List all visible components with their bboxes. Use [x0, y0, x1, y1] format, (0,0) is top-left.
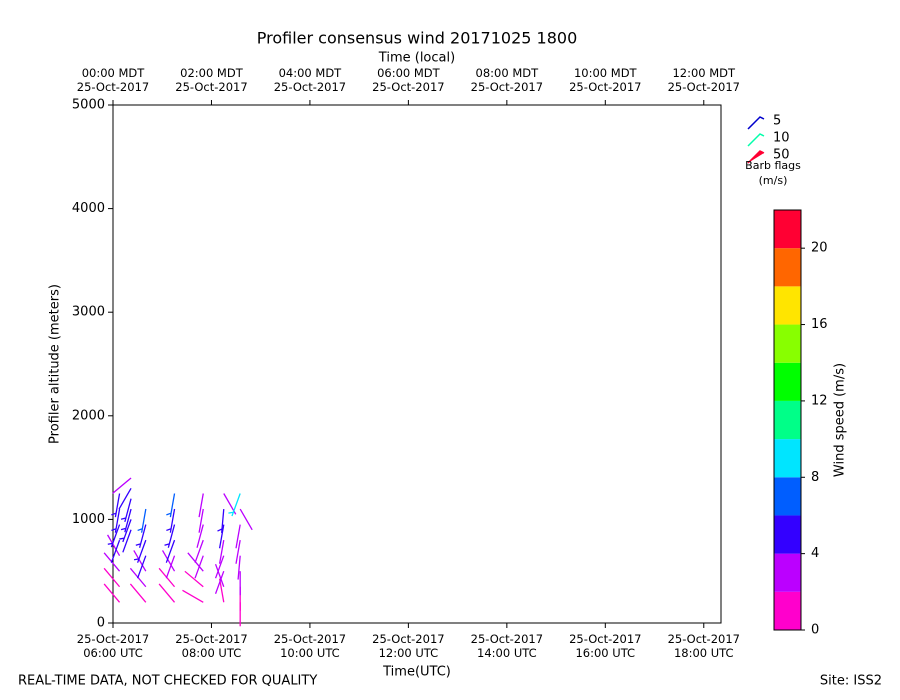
- wind-barb: [161, 550, 176, 572]
- y-tick-label: 2000: [72, 408, 105, 423]
- wind-barb: [235, 524, 241, 549]
- wind-barb: [122, 529, 132, 553]
- wind-barb: [137, 508, 147, 533]
- wind-barb: [133, 539, 147, 563]
- x-tick-label: 25-Oct-2017 16:00 UTC: [569, 632, 642, 660]
- wind-barb: [237, 555, 241, 580]
- wind-barb: [198, 493, 204, 518]
- legend-barb: [747, 116, 765, 130]
- wind-barb: [107, 534, 121, 556]
- colorbar-tick-label: 12: [811, 393, 828, 408]
- legend-title: Barb flags (m/s): [745, 159, 801, 187]
- wind-barb: [198, 508, 204, 533]
- wind-barb: [129, 583, 147, 603]
- wind-barb: [166, 493, 176, 518]
- wind-barb: [194, 539, 204, 563]
- colorbar-tick-label: 4: [811, 546, 819, 561]
- wind-barb: [111, 508, 121, 533]
- y-tick-label: 1000: [72, 512, 105, 527]
- wind-barb: [239, 508, 253, 531]
- legend-barb: [747, 133, 765, 147]
- wind-barb: [235, 540, 241, 564]
- x-axis-label: Time(UTC): [382, 665, 451, 680]
- colorbar-tick-label: 8: [811, 470, 819, 485]
- legend-label: 10: [773, 131, 790, 146]
- wind-barb: [165, 555, 176, 579]
- chart-title: Profiler consensus wind 20171025 1800: [257, 29, 578, 48]
- wind-barb: [118, 487, 132, 510]
- wind-barb: [214, 570, 225, 594]
- wind-barb: [120, 498, 132, 523]
- wind-barb: [166, 508, 176, 533]
- y-tick-label: 5000: [72, 98, 105, 113]
- x-tick-label: 25-Oct-2017 14:00 UTC: [470, 632, 544, 660]
- legend-barb: [747, 150, 765, 164]
- x2-tick-label: 02:00 MDT 25-Oct-2017: [175, 66, 248, 94]
- wind-barb: [194, 555, 204, 579]
- wind-barb: [137, 555, 147, 579]
- wind-barb: [214, 563, 225, 587]
- wind-barb: [217, 508, 225, 534]
- wind-barb: [164, 524, 176, 548]
- footer-note: REAL-TIME DATA, NOT CHECKED FOR QUALITY: [18, 674, 317, 689]
- x2-axis-label: Time (local): [378, 51, 455, 66]
- colorbar-frame: [773, 209, 802, 631]
- plot-frame: [112, 104, 722, 624]
- y-tick-label: 4000: [72, 201, 105, 216]
- colorbar-band: [774, 400, 801, 440]
- wind-barb: [120, 508, 132, 533]
- x-tick-label: 25-Oct-2017 06:00 UTC: [76, 632, 150, 660]
- colorbar-tick-label: 20: [811, 241, 828, 256]
- x2-tick-label: 00:00 MDT 25-Oct-2017: [76, 66, 150, 94]
- wind-barb: [214, 555, 225, 579]
- colorbar-band: [774, 515, 801, 554]
- wind-barb: [107, 524, 121, 548]
- colorbar-band: [774, 362, 801, 401]
- x-tick-label: 25-Oct-2017 12:00 UTC: [372, 632, 445, 660]
- wind-barb: [218, 524, 225, 549]
- wind-barb: [111, 493, 121, 518]
- y-tick-label: 3000: [72, 305, 105, 320]
- colorbar-band: [774, 210, 801, 249]
- colorbar-label: Wind speed (m/s): [833, 363, 848, 477]
- wind-barb: [112, 477, 132, 494]
- wind-barb: [196, 524, 204, 548]
- colorbar-tick-label: 16: [811, 317, 828, 332]
- wind-barb: [184, 570, 204, 588]
- colorbar-tick-label: 0: [811, 623, 819, 638]
- x2-tick-label: 08:00 MDT 25-Oct-2017: [470, 66, 544, 94]
- x-tick-label: 25-Oct-2017 18:00 UTC: [667, 632, 740, 660]
- site-label: Site: ISS2: [820, 674, 882, 689]
- wind-barb: [135, 524, 147, 548]
- y-tick-label: 0: [97, 616, 105, 631]
- x2-tick-label: 10:00 MDT 25-Oct-2017: [569, 66, 642, 94]
- x2-tick-label: 06:00 MDT 25-Oct-2017: [372, 66, 445, 94]
- x-tick-label: 25-Oct-2017 08:00 UTC: [175, 632, 248, 660]
- wind-barb: [158, 583, 176, 603]
- wind-barb: [103, 583, 121, 603]
- colorbar-band: [774, 248, 801, 287]
- colorbar-band: [774, 591, 801, 630]
- x2-tick-label: 12:00 MDT 25-Oct-2017: [667, 66, 740, 94]
- x-tick-label: 25-Oct-2017 10:00 UTC: [273, 632, 347, 660]
- x2-tick-label: 04:00 MDT 25-Oct-2017: [273, 66, 347, 94]
- wind-barb: [110, 539, 121, 563]
- legend-label: 50: [773, 148, 790, 163]
- wind-barb: [182, 589, 204, 603]
- colorbar-band: [774, 477, 801, 516]
- wind-barb: [218, 540, 225, 564]
- wind-barb: [119, 519, 132, 543]
- wind-barb: [103, 567, 121, 588]
- legend-label: 5: [773, 114, 781, 129]
- wind-barb: [165, 539, 176, 563]
- wind-barb: [228, 493, 241, 517]
- colorbar-band: [774, 286, 801, 325]
- y-axis-label: Profiler altitude (meters): [48, 284, 63, 444]
- wind-barb: [133, 550, 147, 572]
- colorbar-band: [774, 553, 801, 592]
- colorbar-band: [774, 439, 801, 478]
- colorbar-band: [774, 324, 801, 363]
